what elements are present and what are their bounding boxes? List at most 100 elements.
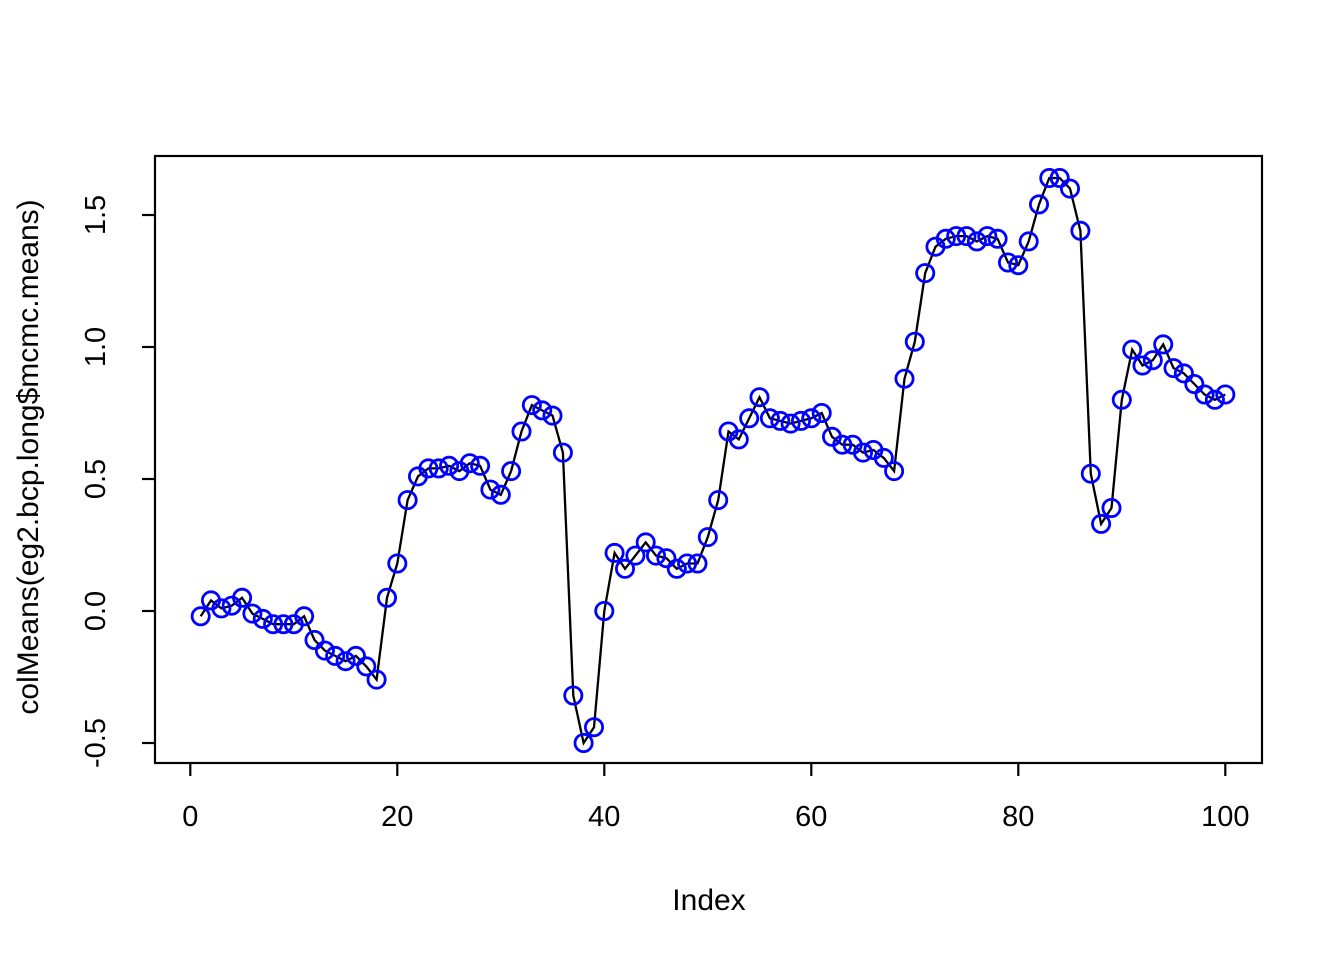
data-point bbox=[1194, 384, 1215, 405]
data-point bbox=[1101, 497, 1122, 518]
data-point bbox=[397, 490, 418, 511]
data-point bbox=[946, 226, 967, 247]
data-point bbox=[594, 601, 615, 622]
data-point bbox=[811, 402, 832, 423]
data-point bbox=[966, 231, 987, 252]
data-point bbox=[294, 606, 315, 627]
data-point bbox=[459, 453, 480, 474]
y-tick-label: 1.0 bbox=[80, 327, 112, 367]
data-point bbox=[697, 527, 718, 548]
y-axis: -0.5 0.0 0.5 1.0 1.5 bbox=[80, 195, 155, 768]
data-point bbox=[439, 455, 460, 476]
data-point bbox=[666, 558, 687, 579]
data-point bbox=[563, 685, 584, 706]
x-tick-label: 80 bbox=[1002, 801, 1034, 833]
data-point bbox=[1142, 350, 1163, 371]
data-point bbox=[759, 408, 780, 429]
data-point bbox=[635, 532, 656, 553]
data-point bbox=[1039, 167, 1060, 188]
data-point bbox=[1132, 355, 1153, 376]
data-point bbox=[304, 630, 325, 651]
data-point bbox=[470, 455, 491, 476]
y-tick-label: 0.5 bbox=[80, 459, 112, 499]
data-point bbox=[749, 387, 770, 408]
data-point bbox=[345, 645, 366, 666]
data-point bbox=[211, 598, 232, 619]
data-point bbox=[904, 331, 925, 352]
data-point bbox=[1204, 389, 1225, 410]
data-point bbox=[490, 484, 511, 505]
data-point bbox=[552, 442, 573, 463]
data-point bbox=[314, 640, 335, 661]
data-point bbox=[935, 228, 956, 249]
data-point bbox=[501, 461, 522, 482]
data-point bbox=[252, 608, 273, 629]
data-point bbox=[1060, 178, 1081, 199]
x-axis: 0 20 40 60 80 100 bbox=[182, 763, 1249, 833]
data-point bbox=[242, 603, 263, 624]
data-point bbox=[232, 587, 253, 608]
data-point bbox=[1153, 334, 1174, 355]
data-point bbox=[894, 368, 915, 389]
y-tick-label: 0.0 bbox=[80, 591, 112, 631]
data-point bbox=[853, 442, 874, 463]
data-point bbox=[625, 545, 646, 566]
data-point bbox=[584, 717, 605, 738]
data-point bbox=[1091, 513, 1112, 534]
data-point bbox=[1122, 339, 1143, 360]
data-point bbox=[998, 252, 1019, 273]
data-point bbox=[1049, 167, 1070, 188]
data-point bbox=[418, 458, 439, 479]
data-point bbox=[366, 669, 387, 690]
data-point bbox=[708, 490, 729, 511]
data-point bbox=[573, 733, 594, 754]
data-point bbox=[356, 656, 377, 677]
data-point bbox=[542, 405, 563, 426]
data-point bbox=[677, 553, 698, 574]
y-tick-label: 1.5 bbox=[80, 195, 112, 235]
data-point bbox=[915, 263, 936, 284]
x-axis-title: Index bbox=[672, 884, 745, 917]
data-point bbox=[521, 395, 542, 416]
data-point bbox=[1018, 231, 1039, 252]
data-point bbox=[511, 421, 532, 442]
data-point bbox=[728, 429, 749, 450]
data-point bbox=[387, 553, 408, 574]
x-tick-label: 100 bbox=[1201, 801, 1249, 833]
data-point bbox=[687, 553, 708, 574]
y-axis-title: colMeans(eg2.bcp.long$mcmc.means) bbox=[12, 199, 45, 714]
data-point bbox=[376, 587, 397, 608]
data-point bbox=[428, 458, 449, 479]
x-tick-label: 60 bbox=[795, 801, 827, 833]
data-point bbox=[739, 408, 760, 429]
data-point bbox=[832, 434, 853, 455]
plot-box bbox=[153, 154, 1264, 765]
data-point bbox=[884, 461, 905, 482]
data-point bbox=[873, 447, 894, 468]
data-point bbox=[480, 479, 501, 500]
data-point bbox=[977, 226, 998, 247]
y-tick-label: -0.5 bbox=[80, 718, 112, 768]
data-point bbox=[1029, 194, 1050, 215]
data-point bbox=[656, 548, 677, 569]
x-tick-label: 40 bbox=[588, 801, 620, 833]
data-point bbox=[335, 651, 356, 672]
data-point bbox=[532, 400, 553, 421]
data-point bbox=[780, 413, 801, 434]
data-point bbox=[1184, 373, 1205, 394]
data-point bbox=[770, 410, 791, 431]
x-tick-label: 20 bbox=[381, 801, 413, 833]
data-point bbox=[604, 542, 625, 563]
x-tick-label: 0 bbox=[182, 801, 198, 833]
data-point bbox=[1111, 389, 1132, 410]
data-point bbox=[1215, 384, 1236, 405]
data-point bbox=[325, 645, 346, 666]
data-point bbox=[1070, 220, 1091, 241]
data-point bbox=[1163, 358, 1184, 379]
data-point bbox=[791, 410, 812, 431]
data-point bbox=[1173, 363, 1194, 384]
data-series bbox=[190, 167, 1236, 754]
data-point bbox=[615, 558, 636, 579]
data-point bbox=[273, 614, 294, 635]
